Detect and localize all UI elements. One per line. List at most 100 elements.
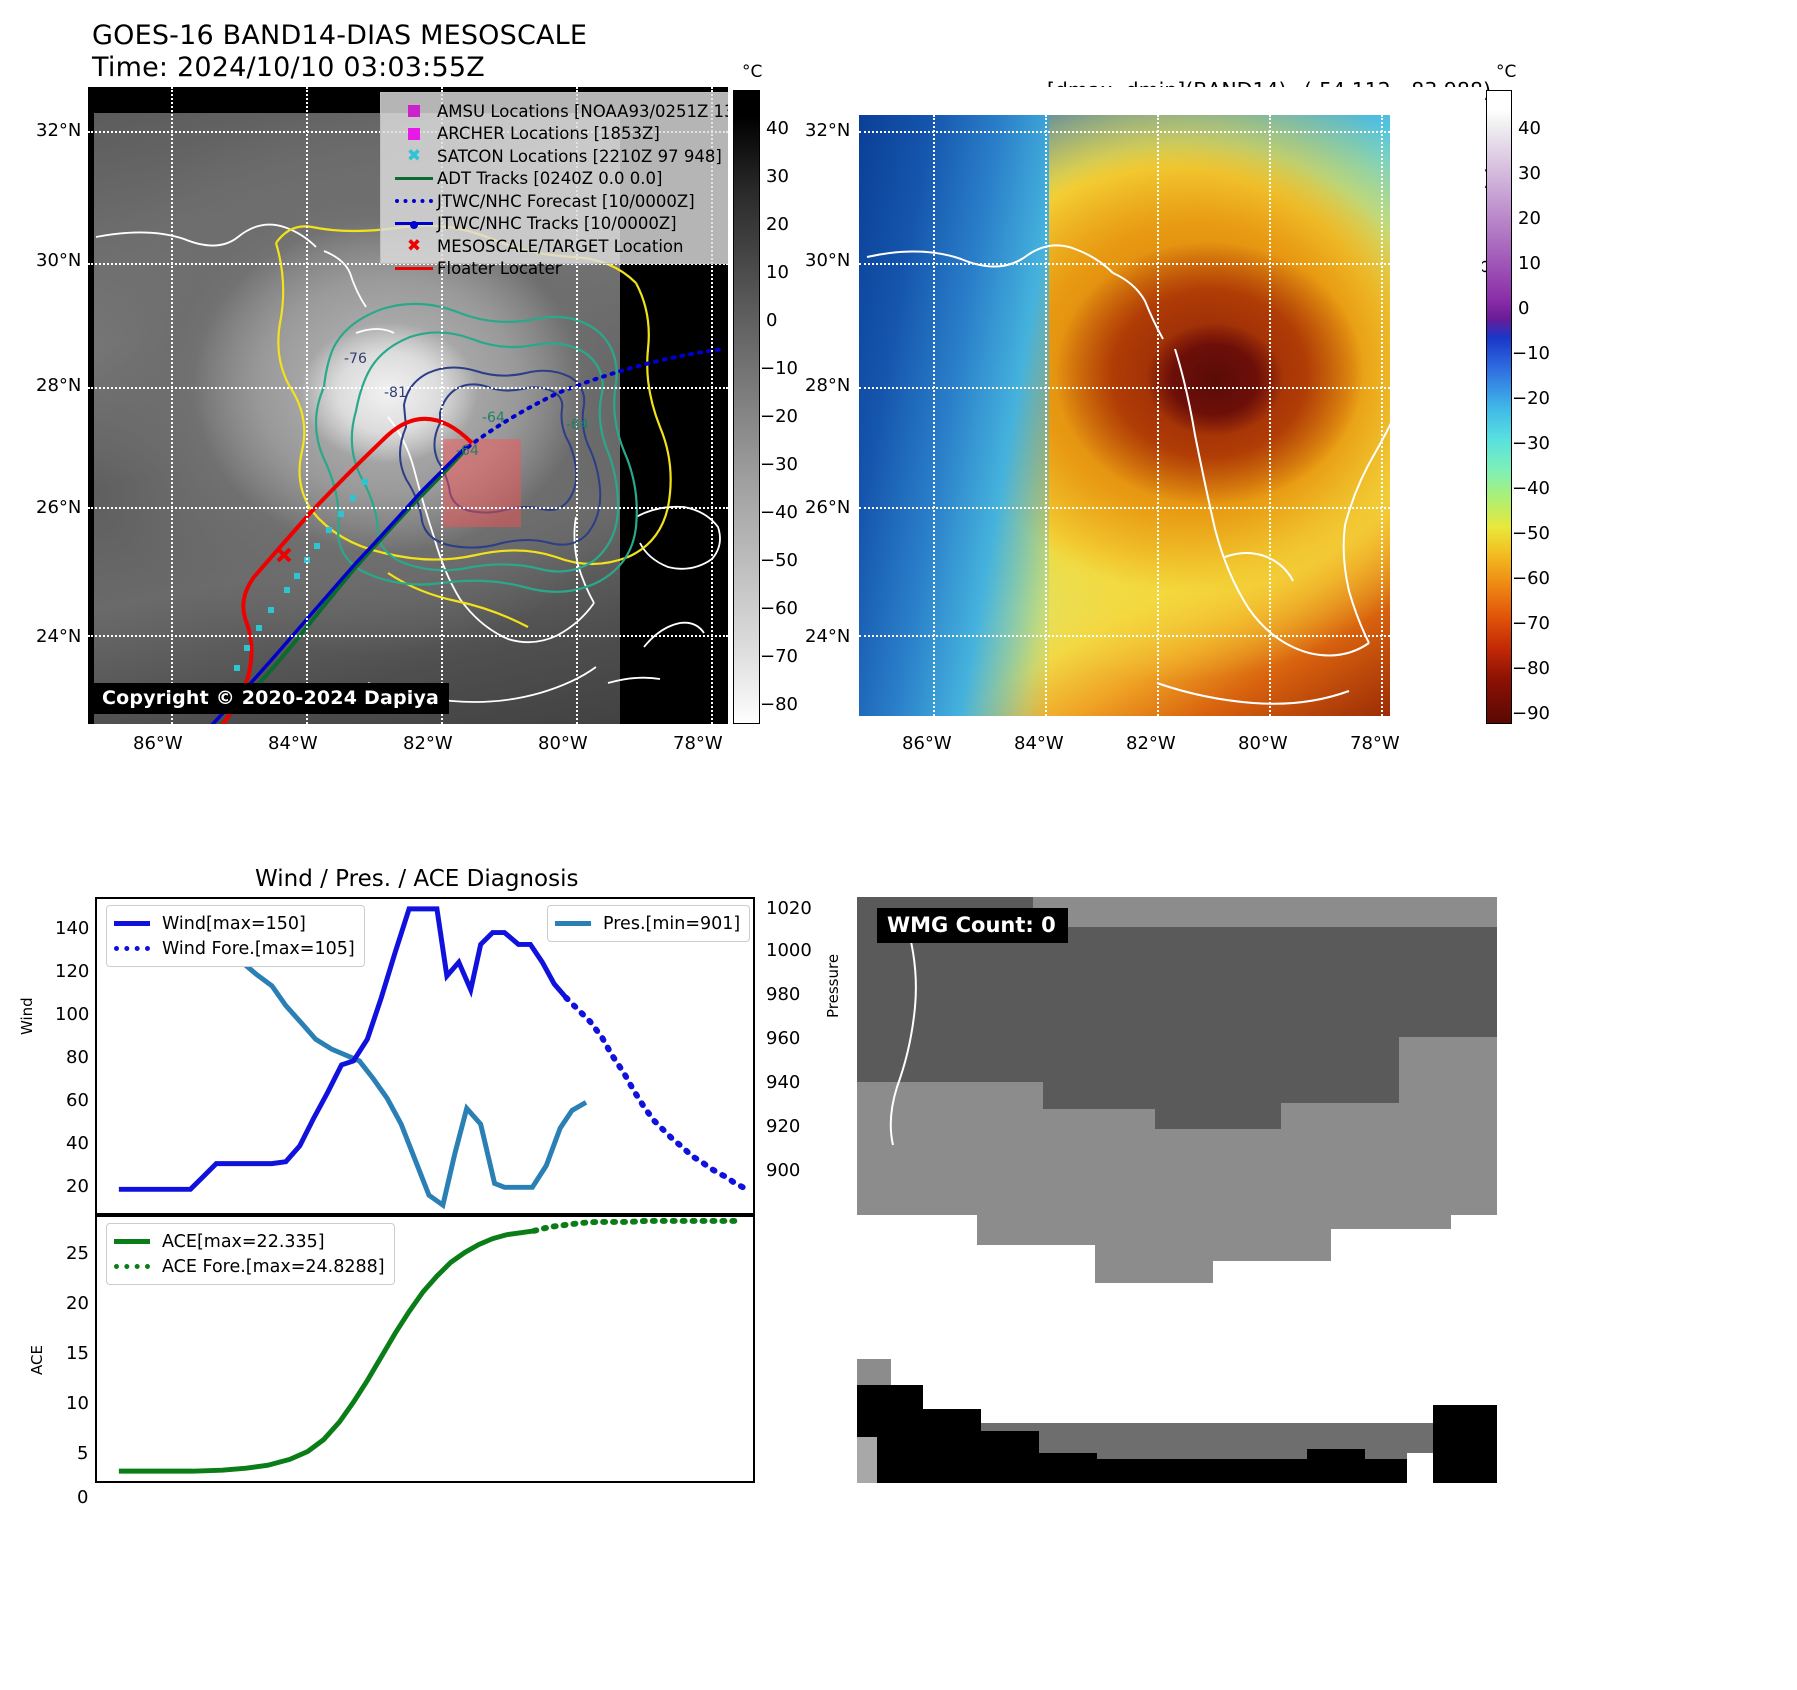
wmg-cell <box>923 1409 981 1483</box>
p1-cb-tick-m30: −30 <box>760 454 798 475</box>
p1-lat-tick-30n: 30°N <box>36 250 82 271</box>
grayscale-colorbar <box>733 90 760 724</box>
p1-lat-tick-26n: 26°N <box>36 497 82 518</box>
legend-item-jtwc-tracks: JTWC/NHC Tracks [10/0000Z] <box>391 213 723 236</box>
p2-cb-tick-30: 30 <box>1518 163 1541 184</box>
pressure-axis-label: Pressure <box>824 953 842 1018</box>
legend-label: ARCHER Locations [1853Z] <box>437 124 660 144</box>
p2-lat-tick-30n: 30°N <box>805 250 851 271</box>
legend-item-ace-forecast: ACE Fore.[max=24.8288] <box>114 1254 385 1279</box>
wind-tick-20: 20 <box>66 1176 89 1197</box>
legend-item-archer: ARCHER Locations [1853Z] <box>391 123 723 146</box>
legend-label: JTWC/NHC Forecast [10/0000Z] <box>437 191 695 211</box>
series-wind-forecast <box>563 994 747 1191</box>
p1-cb-tick-m50: −50 <box>760 550 798 571</box>
p1-lon-tick-84w: 84°W <box>268 733 318 754</box>
p1-lat-tick-32n: 32°N <box>36 120 82 141</box>
p1-cb-tick-m60: −60 <box>760 598 798 619</box>
series-ace-forecast <box>531 1217 745 1234</box>
wmg-cell <box>1281 1103 1399 1197</box>
wmg-grid-map[interactable] <box>857 897 1497 1483</box>
wmg-cell <box>857 1327 1497 1423</box>
wind-axis-label: Wind <box>18 997 36 1035</box>
satcon-x-icon: ✖ <box>406 145 422 166</box>
p1-cb-tick-m40: −40 <box>760 502 798 523</box>
wmg-cell <box>1365 1459 1407 1483</box>
series-ace <box>118 1228 535 1474</box>
forecast-dotted-line-icon <box>391 199 437 204</box>
p1-lat-tick-24n: 24°N <box>36 626 82 647</box>
pres-tick-1020: 1020 <box>766 898 812 919</box>
legend-label: Floater Locater <box>437 259 562 279</box>
panel3-title: Wind / Pres. / ACE Diagnosis <box>255 866 579 892</box>
p1-lon-tick-80w: 80°W <box>538 733 588 754</box>
wmg-cell <box>1155 1129 1281 1197</box>
ace-tick-0: 0 <box>77 1487 89 1508</box>
legend-label: Wind Fore.[max=105] <box>162 938 355 959</box>
wmg-cell <box>1043 1109 1155 1197</box>
p2-cb-tick-m60: −60 <box>1512 568 1550 589</box>
p2-lat-tick-26n: 26°N <box>805 497 851 518</box>
contour-label-64b: -64 <box>456 443 479 459</box>
ace-forecast-dotted-icon <box>114 1264 162 1269</box>
track-line-dot-icon <box>391 221 437 230</box>
p2-bottom-margin <box>857 716 1482 724</box>
copyright-notice: Copyright © 2020-2024 Dapiya <box>94 683 450 714</box>
wind-tick-100: 100 <box>55 1004 90 1025</box>
wmg-cell <box>1433 1405 1497 1483</box>
p1-lon-tick-78w: 78°W <box>673 733 723 754</box>
legend-label: Wind[max=150] <box>162 913 306 934</box>
panel1-title: GOES-16 BAND14-DIAS MESOSCALE <box>92 20 588 51</box>
ace-chart[interactable]: ACE[max=22.335] ACE Fore.[max=24.8288] <box>95 1215 755 1483</box>
legend-item-wind-forecast: Wind Fore.[max=105] <box>114 936 355 961</box>
panel1-timestamp: Time: 2024/10/10 03:03:55Z <box>92 52 485 83</box>
ace-tick-15: 15 <box>66 1343 89 1364</box>
target-x-icon: ✖ <box>406 235 422 256</box>
p1-lon-tick-86w: 86°W <box>133 733 183 754</box>
adt-line-icon <box>391 177 437 181</box>
p2-cb-tick-0: 0 <box>1518 298 1530 319</box>
p2-lon-tick-86w: 86°W <box>902 733 952 754</box>
ace-plot <box>118 1217 745 1474</box>
p1-cb-tick-20: 20 <box>766 214 789 235</box>
p2-lat-tick-28n: 28°N <box>805 375 851 396</box>
ace-tick-10: 10 <box>66 1393 89 1414</box>
p2-cb-tick-m70: −70 <box>1512 613 1550 634</box>
ace-legend: ACE[max=22.335] ACE Fore.[max=24.8288] <box>106 1223 395 1285</box>
wind-legend: Wind[max=150] Wind Fore.[max=105] <box>106 905 365 967</box>
wmg-cell <box>981 1431 1039 1483</box>
map-margin-left <box>88 87 94 724</box>
legend-item-satcon: ✖ SATCON Locations [2210Z 97 948] <box>391 145 723 168</box>
cold-air-region <box>859 115 1049 716</box>
wmg-cell <box>1407 1453 1433 1483</box>
wind-pressure-chart[interactable]: Wind[max=150] Wind Fore.[max=105] Pres.[… <box>95 897 755 1215</box>
p2-cb-tick-m10: −10 <box>1512 343 1550 364</box>
wmg-cell <box>1097 1459 1307 1483</box>
grayscale-ir-map[interactable]: -76 -81 -64 -64 -64 AMSU Locations [NOAA… <box>88 87 728 724</box>
p2-lon-tick-78w: 78°W <box>1350 733 1400 754</box>
legend-item-amsu: AMSU Locations [NOAA93/0251Z 136 922] <box>391 100 728 123</box>
p1-cb-tick-40: 40 <box>766 118 789 139</box>
p1-cb-tick-30: 30 <box>766 166 789 187</box>
p1-cb-tick-m80: −80 <box>760 694 798 715</box>
color-enhanced-ir-map[interactable] <box>857 87 1482 724</box>
pres-tick-980: 980 <box>766 984 801 1005</box>
pressure-line-icon <box>555 921 603 926</box>
wind-tick-120: 120 <box>55 961 90 982</box>
p1-cb-tick-m20: −20 <box>760 406 798 427</box>
pres-tick-900: 900 <box>766 1160 801 1181</box>
p2-cb-tick-m40: −40 <box>1512 478 1550 499</box>
series-pressure <box>118 934 588 1210</box>
legend-label: MESOSCALE/TARGET Location <box>437 236 684 256</box>
legend-label: AMSU Locations [NOAA93/0251Z 136 922] <box>437 101 728 121</box>
wind-forecast-dotted-icon <box>114 946 162 951</box>
ace-tick-5: 5 <box>77 1443 89 1464</box>
p1-lon-tick-82w: 82°W <box>403 733 453 754</box>
legend-label: ADT Tracks [0240Z 0.0 0.0] <box>437 169 663 189</box>
p2-cb-tick-m20: −20 <box>1512 388 1550 409</box>
wmg-cell <box>1033 897 1497 927</box>
p1-cb-tick-0: 0 <box>766 310 778 331</box>
map-legend: AMSU Locations [NOAA93/0251Z 136 922] AR… <box>380 92 728 278</box>
wmg-cell <box>857 1359 891 1385</box>
legend-label: Pres.[min=901] <box>603 913 741 934</box>
